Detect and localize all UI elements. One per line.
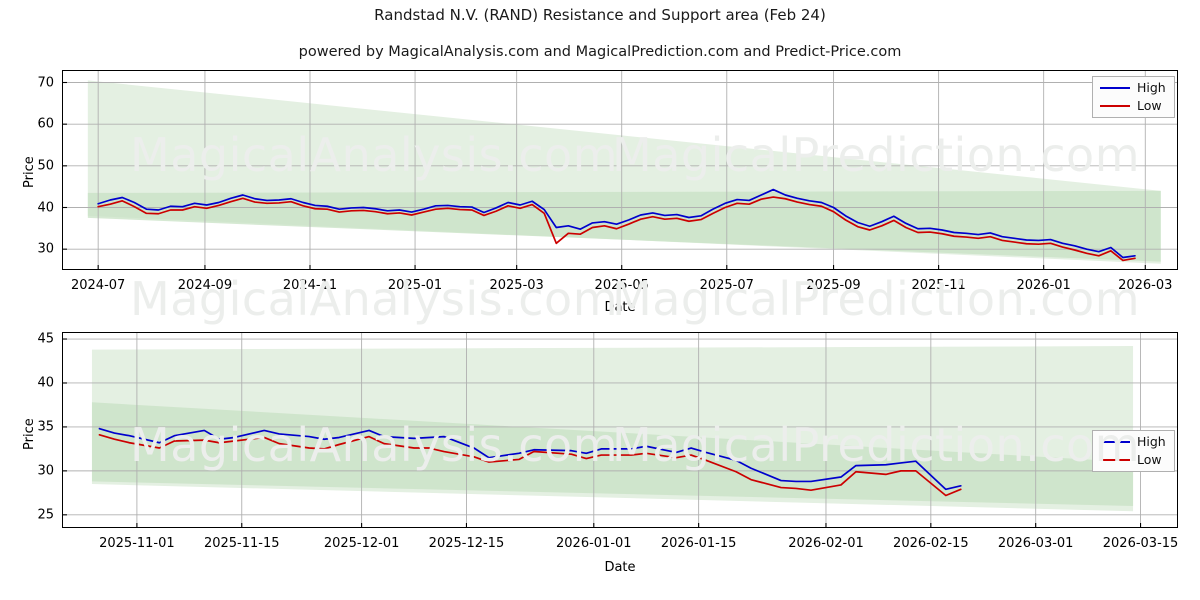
- legend-swatch-low: [1100, 458, 1130, 461]
- top-chart-plot: [62, 70, 1178, 270]
- top-chart-xlabel: Date: [604, 300, 636, 315]
- bottom-chart-plot: [62, 332, 1178, 528]
- x-axis-tick-label: 2024-09: [177, 278, 233, 293]
- bottom-chart-xlabel: Date: [604, 560, 636, 575]
- legend-item-low: Low: [1100, 97, 1166, 113]
- x-axis-tick-label: 2026-03-01: [997, 536, 1074, 551]
- x-axis-tick-label: 2025-09: [806, 278, 861, 293]
- y-axis-tick-label: 30: [37, 241, 54, 257]
- x-axis-tick-label: 2025-11-15: [203, 536, 280, 551]
- top-chart-ylabel: Price: [22, 156, 37, 188]
- x-axis-tick-label: 2025-12-15: [428, 536, 505, 551]
- y-axis-tick-label: 60: [37, 116, 54, 132]
- legend-swatch-low: [1100, 104, 1130, 107]
- x-axis-tick-label: 2025-03: [489, 278, 544, 293]
- page-subtitle: powered by MagicalAnalysis.com and Magic…: [298, 44, 902, 60]
- legend-swatch-high: [1100, 87, 1130, 90]
- x-axis-tick-label: 2026-01-15: [660, 536, 737, 551]
- x-axis-tick-label: 2025-11: [911, 278, 966, 293]
- x-axis-tick-label: 2025-05: [594, 278, 649, 293]
- legend-label: High: [1137, 434, 1166, 449]
- bottom-chart-ylabel: Price: [22, 418, 37, 450]
- top-chart-frame: [62, 70, 1178, 270]
- y-axis-tick-label: 25: [37, 507, 54, 523]
- x-axis-tick-label: 2026-01-01: [556, 536, 632, 551]
- y-axis-tick-label: 40: [37, 375, 54, 391]
- x-axis-tick-label: 2025-07: [699, 278, 754, 293]
- legend-label: Low: [1137, 451, 1162, 467]
- series-line-low: [98, 433, 962, 497]
- legend-label: Low: [1137, 97, 1162, 113]
- x-axis-tick-label: 2025-12-01: [323, 536, 400, 551]
- y-axis-tick-label: 35: [37, 419, 54, 435]
- top-chart-legend: High Low: [1092, 76, 1175, 118]
- legend-swatch-high: [1100, 441, 1130, 444]
- band-inner-resistance-support: [91, 402, 1134, 507]
- y-axis-tick-label: 40: [37, 200, 54, 215]
- x-axis-tick-label: 2026-03-15: [1102, 536, 1179, 551]
- legend-label: High: [1137, 80, 1166, 95]
- x-axis-tick-label: 2025-01: [387, 278, 443, 293]
- bottom-chart-panel: [62, 332, 1178, 528]
- x-axis-tick-label: 2024-07: [70, 278, 126, 293]
- legend-item-low: Low: [1100, 451, 1166, 467]
- top-chart-panel: [62, 70, 1178, 270]
- x-axis-tick-label: 2026-02-15: [893, 536, 969, 551]
- bottom-chart-legend: High Low: [1092, 430, 1175, 472]
- x-axis-tick-label: 2024-11: [282, 278, 338, 293]
- x-axis-tick-label: 2026-01: [1016, 278, 1071, 293]
- series-line-high: [98, 427, 962, 491]
- y-axis-tick-label: 30: [37, 463, 54, 479]
- page-title: Randstad N.V. (RAND) Resistance and Supp…: [374, 6, 826, 24]
- y-axis-tick-label: 45: [37, 331, 54, 347]
- legend-item-high: High: [1100, 80, 1166, 95]
- x-axis-tick-label: 2026-03: [1118, 278, 1173, 293]
- y-axis-tick-label: 50: [37, 158, 54, 174]
- y-axis-tick-label: 70: [37, 75, 54, 90]
- series-line-high: [97, 188, 1136, 259]
- legend-item-high: High: [1100, 434, 1166, 449]
- bottom-chart-frame: [62, 332, 1178, 528]
- series-line-low: [97, 196, 1136, 262]
- x-axis-tick-label: 2026-02-01: [788, 536, 864, 551]
- x-axis-tick-label: 2025-11-01: [99, 536, 175, 551]
